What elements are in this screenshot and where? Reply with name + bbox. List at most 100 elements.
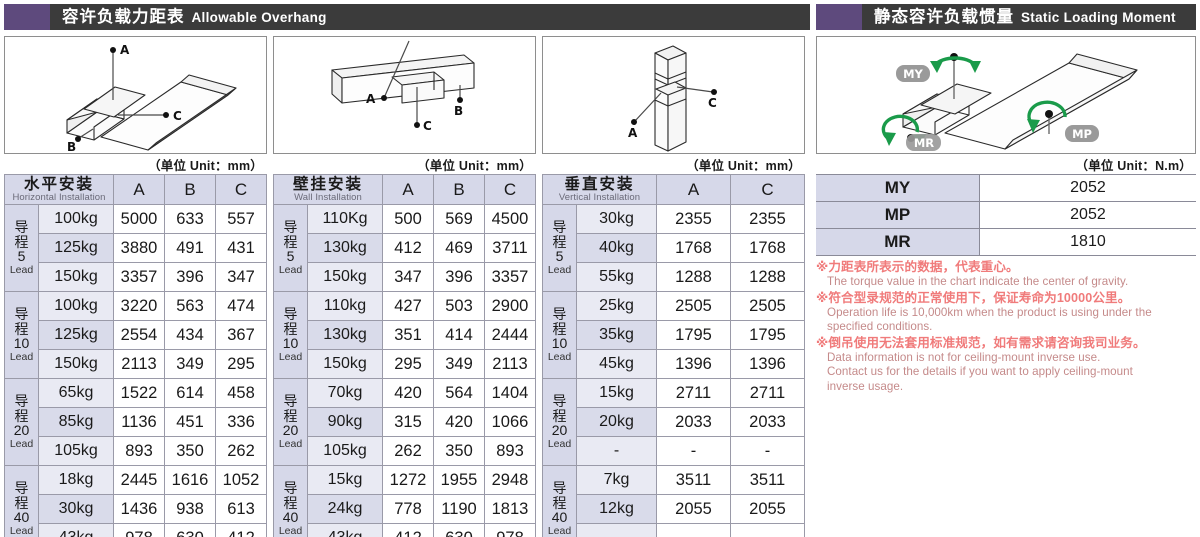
value-cell-b: 569 <box>433 204 485 234</box>
overhang-figure-row: A C B （单位 Unit：mm） <box>4 36 810 174</box>
value-cell-c: 2900 <box>483 291 537 321</box>
table-row: 导程 10 Lead 100kg 3220 563 474 <box>4 291 267 379</box>
lead-label-cell: 导程 40 Lead <box>273 465 308 537</box>
unit-label-mm-1: （单位 Unit：mm） <box>148 159 263 173</box>
lead-label-cell: 导程 5 Lead <box>4 204 39 292</box>
load-cell: 90kg <box>306 407 384 437</box>
column-header-a: A <box>656 174 731 205</box>
installation-type-cn: 垂直安装 <box>564 176 635 193</box>
value-cell-c: 336 <box>215 407 267 437</box>
value-cell-a: 2113 <box>113 349 165 379</box>
moment-label: MY <box>816 174 980 202</box>
lead-label-cell: 导程 40 Lead <box>542 465 577 537</box>
moment-row: MY 2052 <box>816 174 1196 202</box>
load-cell: 65kg <box>38 378 114 408</box>
section-title-cn: 容许负载力距表 <box>62 8 185 26</box>
lead-cn: 导程 <box>283 393 298 424</box>
table-row: --- <box>543 436 805 466</box>
value-cell-c: 3357 <box>483 262 537 292</box>
lead-cn: 导程 <box>14 219 29 250</box>
value-cell-b: 563 <box>164 291 216 321</box>
value-cell-c: 2355 <box>730 204 805 234</box>
table-body-vertical: 垂直安装 Vertical Installation A C 导程 5 Lead 30kg 23… <box>542 174 805 537</box>
value-cell-a: 893 <box>113 436 165 466</box>
load-cell: 110kg <box>306 291 384 321</box>
value-cell-b: 633 <box>164 204 216 234</box>
lead-en: Lead <box>278 525 303 537</box>
lead-cn: 导程 <box>283 306 298 337</box>
load-cell: 150kg <box>306 262 384 292</box>
value-cell-a: 978 <box>113 523 165 537</box>
table-row: 导程 20 Lead 65kg 1522 614 458 <box>4 378 267 466</box>
value-cell-b: 420 <box>433 407 485 437</box>
table-row: 45kg 1396 1396 <box>543 349 805 379</box>
svg-text:C: C <box>173 109 182 123</box>
section-title-en-2: Static Loading Moment <box>1021 10 1176 25</box>
value-cell-a: 412 <box>382 233 434 263</box>
value-cell-b: 1616 <box>164 465 216 495</box>
column-header-b: B <box>164 174 216 205</box>
table-row: 导程 5 Lead 30kg 2355 2355 <box>542 204 805 292</box>
load-cell: 130kg <box>306 233 384 263</box>
table-row: 24kg 778 1190 1813 <box>274 494 537 524</box>
value-cell-b: 434 <box>164 320 216 350</box>
load-cell: 30kg <box>38 494 114 524</box>
moment-value: 2052 <box>979 201 1196 229</box>
value-cell-a: 2505 <box>656 291 731 321</box>
table-row: 90kg 315 420 1066 <box>274 407 537 437</box>
horizontal-spec-table: 水平安装 Horizontal Installation A B C 导程 5 Lead 100… <box>4 174 267 537</box>
lead-en: Lead <box>9 525 34 537</box>
lead-label-cell: 导程 5 Lead <box>542 204 577 292</box>
table-row: 30kg 1436 938 613 <box>5 494 267 524</box>
table-row: 导程 40 Lead 7kg 3511 3511 <box>542 465 805 537</box>
value-cell-a: 2055 <box>656 494 731 524</box>
value-cell-c: 1052 <box>215 465 267 495</box>
load-cell: 35kg <box>576 320 657 350</box>
load-cell: 100kg <box>38 291 114 321</box>
table-row: 150kg 347 396 3357 <box>274 262 537 292</box>
table-row: 150kg 295 349 2113 <box>274 349 537 379</box>
value-cell-c: 412 <box>215 523 267 537</box>
column-header-c: C <box>483 174 537 205</box>
value-cell-a: 3357 <box>113 262 165 292</box>
note-text-en: The torque value in the chart indicate t… <box>827 275 1129 288</box>
value-cell-b: 630 <box>433 523 485 537</box>
svg-text:B: B <box>454 104 463 118</box>
lead-label-cell: 导程 10 Lead <box>273 291 308 379</box>
load-cell: 20kg <box>576 407 657 437</box>
lead-number: 10 <box>13 335 30 351</box>
lead-cn: 导程 <box>14 306 29 337</box>
header-color-swatch <box>4 4 50 30</box>
value-cell-b: 491 <box>164 233 216 263</box>
value-cell-b: 350 <box>164 436 216 466</box>
svg-text:MR: MR <box>914 136 934 150</box>
table-row: 12kg 2055 2055 <box>543 494 805 524</box>
load-cell: 25kg <box>576 291 657 321</box>
moment-value: 2052 <box>979 174 1196 202</box>
value-cell-b: 1955 <box>433 465 485 495</box>
value-cell-c: 1288 <box>730 262 805 292</box>
load-cell: 125kg <box>38 320 114 350</box>
value-cell-a: 1522 <box>113 378 165 408</box>
table-row: 导程 40 Lead 15kg 1272 1955 2948 <box>273 465 537 537</box>
lead-en: Lead <box>9 264 34 276</box>
load-cell: 7kg <box>576 465 657 495</box>
lead-label-cell: 导程 20 Lead <box>4 378 39 466</box>
notes-block: ※力距表所表示的数据，代表重心。 The torque value in the … <box>816 259 1196 394</box>
value-cell-a: 5000 <box>113 204 165 234</box>
lead-en: Lead <box>278 351 303 363</box>
value-cell-a: 315 <box>382 407 434 437</box>
note-text-en: inverse usage. <box>827 379 904 393</box>
note-text-cn: ※符合型录规范的正常使用下，保证寿命为10000公里。 <box>816 290 1131 305</box>
table-row: 导程 10 Lead 25kg 2505 2505 <box>542 291 805 379</box>
lead-number: 20 <box>13 422 30 438</box>
svg-text:A: A <box>628 126 638 140</box>
wall-installation-figure: A B C <box>273 36 536 154</box>
lead-number: 5 <box>555 248 564 264</box>
table-row: 导程 20 Lead 70kg 420 564 1404 <box>273 378 537 466</box>
value-cell-a: 3511 <box>656 465 731 495</box>
value-cell-a: 1272 <box>382 465 434 495</box>
value-cell-c: 431 <box>215 233 267 263</box>
vertical-table-col: 垂直安装 Vertical Installation A C 导程 5 Lead 30kg 23… <box>542 174 805 537</box>
value-cell-a: 412 <box>382 523 434 537</box>
